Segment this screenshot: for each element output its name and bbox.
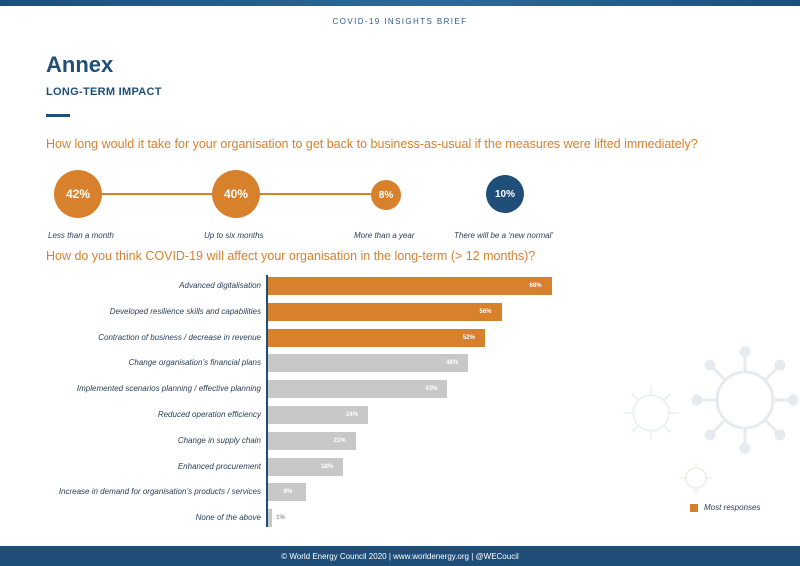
page-subtitle: LONG-TERM IMPACT xyxy=(46,86,162,98)
bar-3 xyxy=(268,328,485,347)
bar-1 xyxy=(268,277,552,295)
bar-label-4: Change organisation’s financial plans xyxy=(128,358,261,368)
timeline-circle-3: 8% xyxy=(371,180,401,210)
virus-icon xyxy=(691,346,799,454)
bar-value-7: 21% xyxy=(333,437,346,444)
bar-4 xyxy=(268,354,469,373)
timeline-circle-2: 40% xyxy=(212,170,260,218)
bar-label-8: Enhanced procurement xyxy=(177,461,261,471)
bar-label-2: Developed resilience skills and capabili… xyxy=(109,306,261,316)
footer-text: © World Energy Council 2020 | www.worlde… xyxy=(281,551,519,561)
bar-label-6: Reduced operation efficiency xyxy=(157,410,261,419)
question-two: How do you think COVID-19 will affect yo… xyxy=(46,249,536,263)
legend-swatch xyxy=(690,503,698,512)
chart-legend: Most responses xyxy=(690,503,760,512)
virus-icon-tiny xyxy=(680,462,712,494)
legend-label: Most responses xyxy=(704,503,761,512)
bar-label-5: Implemented scenarios planning / effecti… xyxy=(76,384,261,394)
bar-value-4: 48% xyxy=(446,360,459,367)
timeline-label-1: Less than a month xyxy=(48,231,114,240)
timeline-circle-4: 10% xyxy=(486,175,524,213)
brief-header: COVID-19 INSIGHTS BRIEF xyxy=(332,17,468,26)
timeline-value-4: 10% xyxy=(494,188,515,200)
timeline-label-3: More than a year xyxy=(354,231,415,240)
bar-2 xyxy=(268,302,502,321)
title-underline xyxy=(46,114,70,117)
footer: © World Energy Council 2020 | www.worlde… xyxy=(0,546,800,566)
bar-7 xyxy=(268,431,356,450)
bar-label-1: Advanced digitalisation xyxy=(179,281,261,290)
bar-8 xyxy=(268,457,344,476)
question-one: How long would it take for your organisa… xyxy=(46,137,698,151)
bar-label-9: Increase in demand for organisation’s pr… xyxy=(58,487,261,497)
bar-value-10: 1% xyxy=(276,515,285,522)
bar-5 xyxy=(268,380,448,399)
bar-label-3: Contraction of business / decrease in re… xyxy=(98,332,261,342)
page-title: Annex xyxy=(46,52,114,77)
bar-value-8: 18% xyxy=(321,463,334,470)
virus-icon-small xyxy=(623,385,679,441)
bar-9 xyxy=(268,483,306,502)
chart-axis xyxy=(266,275,268,527)
top-stripe xyxy=(0,0,800,6)
timeline-label-2: Up to six months xyxy=(204,231,264,240)
bar-value-9: 9% xyxy=(283,489,293,496)
bar-label-7: Change in supply chain xyxy=(177,435,261,445)
bar-label-10: None of the above xyxy=(195,513,261,523)
bar-value-3: 52% xyxy=(462,334,475,341)
bar-6 xyxy=(268,406,369,424)
timeline-value-2: 40% xyxy=(223,187,249,201)
timeline-label-4: There will be a ‘new normal’ xyxy=(454,231,554,240)
bar-value-5: 43% xyxy=(425,386,438,393)
bar-10 xyxy=(268,509,273,528)
timeline-circle-1: 42% xyxy=(54,170,102,218)
bar-value-1: 68% xyxy=(529,283,542,289)
timeline-value-1: 42% xyxy=(65,187,91,201)
bar-value-2: 56% xyxy=(479,308,492,315)
timeline-value-3: 8% xyxy=(378,189,394,201)
bar-value-6: 24% xyxy=(346,412,359,418)
